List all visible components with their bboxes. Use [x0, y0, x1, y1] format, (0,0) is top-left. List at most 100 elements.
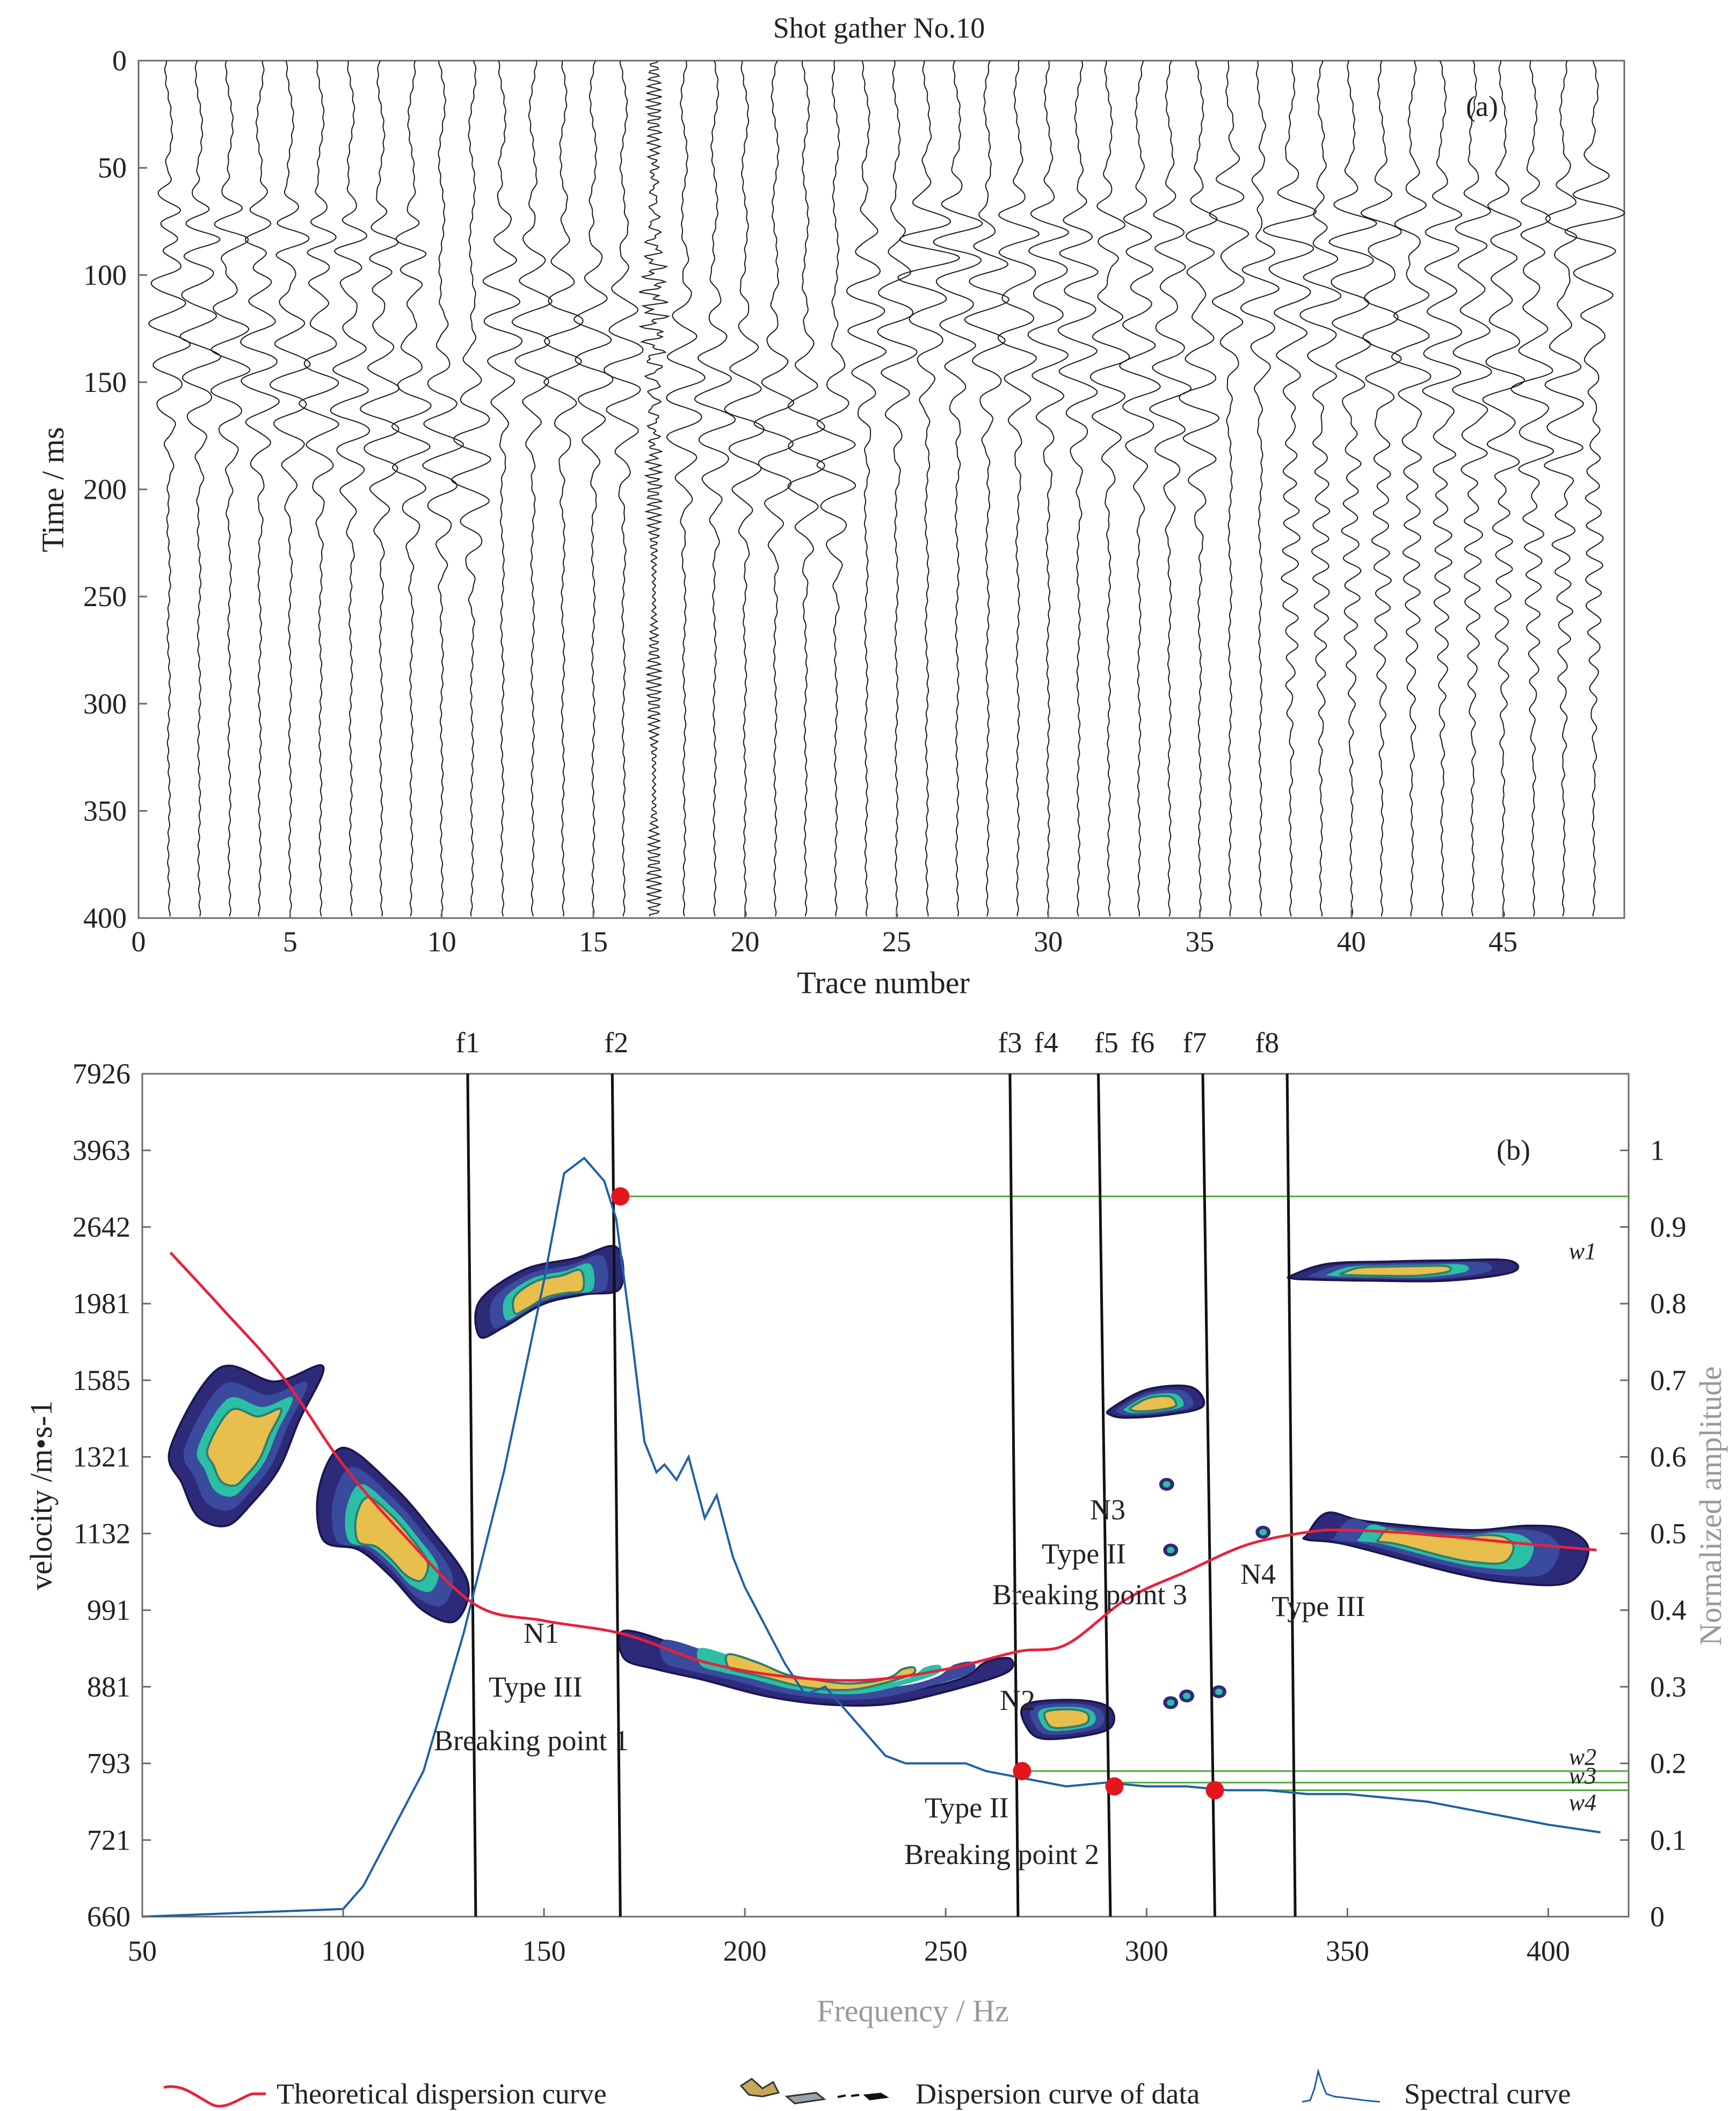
- dispersion-blob-blob-low-1: [168, 1364, 325, 1527]
- panel-b-xtick-label: 100: [322, 1935, 365, 1967]
- panel-a-xtick-label: 0: [132, 926, 146, 958]
- wiggle-trace: [1451, 60, 1492, 916]
- annotation-n3-type: Type II: [1042, 1538, 1126, 1570]
- wiggle-trace: [1510, 60, 1555, 917]
- breaking-point-bp-w3: [1105, 1777, 1124, 1796]
- panel-b-y2tick-label: 0.9: [1650, 1211, 1687, 1243]
- panel-a-ytick-label: 0: [112, 45, 127, 77]
- panel-b-ytick-label: 660: [87, 1901, 130, 1933]
- panel-a-xtick-label: 15: [579, 926, 608, 958]
- panel-b-y2tick-label: 0.8: [1650, 1287, 1687, 1320]
- panel-a-title: Shot gather No.10: [773, 12, 985, 44]
- legend: Theoretical dispersion curve Dispersion …: [163, 2068, 1571, 2110]
- w-line-label: w3: [1569, 1763, 1596, 1789]
- wiggle-trace: [897, 60, 961, 916]
- panel-a-ticks: 0 5 10 15 20 25 30 35 40 45 0 50 100 150 200 250 300 350 4…: [83, 45, 1517, 958]
- frequency-label: f4: [1034, 1027, 1058, 1059]
- wiggle-trace: [787, 60, 825, 917]
- legend-theoretical-label: Theoretical dispersion curve: [277, 2078, 607, 2110]
- annotation-n4: N4: [1240, 1558, 1276, 1590]
- panel-b-xtick-label: 400: [1527, 1935, 1570, 1967]
- panel-a-xlabel: Trace number: [797, 965, 970, 1000]
- dispersion-dot: [1255, 1525, 1271, 1539]
- wiggle-trace: [269, 60, 311, 917]
- annotation-n1-type: Type III: [489, 1671, 583, 1703]
- theoretical-dispersion-curve: [169, 1251, 1597, 1682]
- dispersion-dot: [1159, 1477, 1174, 1491]
- panel-b-y2tick-label: 0.5: [1650, 1517, 1687, 1549]
- panel-a-xtick-label: 20: [730, 926, 759, 958]
- panel-a-xtick-label: 30: [1034, 926, 1063, 958]
- panel-a-ylabel: Time / ms: [35, 427, 70, 552]
- frequency-label: f5: [1094, 1027, 1118, 1059]
- annotation-n4-type: Type III: [1272, 1590, 1365, 1622]
- wiggle-traces: [148, 60, 1625, 917]
- panel-a-ytick-label: 300: [83, 688, 127, 720]
- panel-b-ytick-label: 1321: [72, 1441, 130, 1473]
- wiggle-trace: [1118, 60, 1161, 916]
- panel-b-ytick-label: 721: [87, 1824, 130, 1856]
- panel-b-ytick-label: 2642: [72, 1211, 130, 1243]
- annotation-n2-breaking: Breaking point 2: [904, 1838, 1099, 1870]
- dispersion-blob-blob-f1f2: [474, 1244, 624, 1339]
- wiggle-trace: [933, 60, 983, 917]
- wiggle-trace: [1240, 60, 1280, 917]
- panel-b-y2tick-label: 0.7: [1650, 1364, 1687, 1396]
- legend-data-swatch: [739, 2078, 889, 2105]
- wiggle-trace: [573, 60, 614, 917]
- panel-b-ytick-label: 1981: [72, 1287, 130, 1320]
- wiggle-trace: [543, 60, 584, 916]
- panel-a-ytick-label: 350: [83, 795, 127, 827]
- wiggle-trace: [422, 60, 464, 916]
- wiggle-trace: [964, 60, 1010, 917]
- wiggle-trace: [298, 60, 340, 917]
- wiggle-trace: [638, 60, 671, 916]
- wiggle-trace: [694, 60, 736, 916]
- wiggle-trace: [1328, 60, 1378, 917]
- frequency-label: f1: [455, 1027, 480, 1059]
- panel-a-xtick-label: 45: [1488, 926, 1517, 958]
- breaking-point-bp-2: [1013, 1761, 1032, 1780]
- wiggle-trace: [997, 60, 1040, 916]
- panel-b-xtick-label: 150: [522, 1935, 566, 1967]
- panel-a-ytick-label: 400: [83, 902, 127, 934]
- frequency-line: [1285, 1073, 1297, 1917]
- panel-b-ytick-label: 1585: [72, 1364, 130, 1396]
- panel-b-y2tick-label: 1: [1650, 1134, 1665, 1167]
- wiggle-trace: [877, 60, 918, 917]
- legend-spectral-label: Spectral curve: [1404, 2078, 1571, 2110]
- panel-b-ticks: 50 100 150 200 250 300 350 40066072179388199111…: [72, 1058, 1687, 1967]
- panel-a-frame: [137, 60, 1625, 919]
- wiggle-trace: [511, 60, 553, 916]
- panel-b-y2tick-label: 0.1: [1650, 1824, 1687, 1856]
- panel-a-ytick-label: 100: [83, 259, 127, 291]
- panel-a-label: (a): [1466, 90, 1498, 122]
- wiggle-trace: [210, 60, 251, 917]
- panel-b-xtick-label: 200: [723, 1935, 767, 1967]
- panel-b-ytick-label: 7926: [72, 1058, 130, 1090]
- w-line-label: w4: [1569, 1789, 1596, 1816]
- annotation-n3: N3: [1090, 1494, 1125, 1526]
- frequency-label: f6: [1130, 1027, 1154, 1059]
- breaking-point-bp-f2: [611, 1187, 630, 1206]
- wiggle-trace: [482, 60, 523, 917]
- wiggle-trace: [1089, 60, 1130, 916]
- annotation-n1-breaking: Breaking point 1: [434, 1724, 629, 1757]
- wiggle-trace: [239, 61, 280, 916]
- panel-b-xtick-label: 300: [1125, 1935, 1168, 1967]
- wiggle-trace: [1564, 60, 1625, 916]
- wiggle-trace: [1149, 60, 1192, 917]
- annotation-n3-breaking: Breaking point 3: [992, 1578, 1187, 1611]
- panel-a-ytick-label: 150: [83, 366, 127, 398]
- panel-a-ytick-label: 250: [83, 580, 127, 613]
- frequency-label: f2: [604, 1027, 628, 1059]
- panel-b-xtick-label: 50: [128, 1935, 157, 1967]
- wiggle-trace: [1543, 60, 1584, 916]
- panel-b-y2tick-label: 0: [1650, 1901, 1665, 1933]
- breaking-points: [611, 1187, 1224, 1800]
- panel-a-ytick-label: 50: [98, 152, 127, 184]
- wiggle-trace: [1391, 60, 1432, 916]
- annotation-n2-type: Type II: [925, 1792, 1009, 1824]
